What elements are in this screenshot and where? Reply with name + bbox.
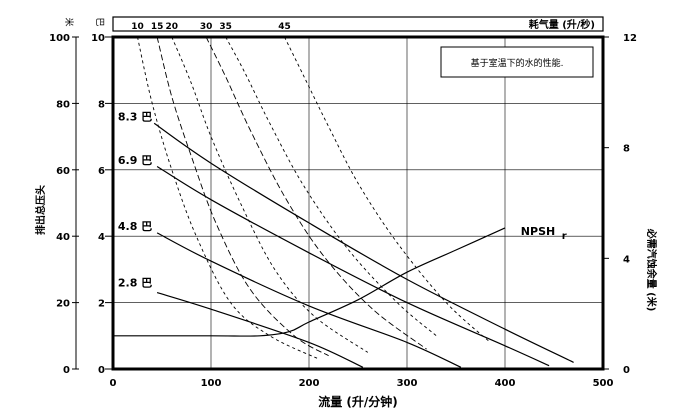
meter-tick-label: 40 — [56, 232, 70, 243]
bar-tick-label: 0 — [98, 365, 105, 376]
npsh-tick-label: 8 — [623, 144, 630, 155]
meter-tick-label: 60 — [56, 166, 70, 177]
pressure-curve — [156, 165, 550, 367]
pressure-curve — [156, 232, 462, 368]
bar-tick-label: 4 — [98, 232, 105, 243]
pressure-curve-label: 2.8 巴 — [118, 277, 152, 290]
meter-tick-label: 0 — [63, 365, 70, 376]
air-curve-label: 10 — [131, 22, 144, 32]
pressure-curve-label: 8.3 巴 — [118, 111, 152, 124]
pressure-curve — [156, 292, 364, 368]
npsh-tick-label: 4 — [623, 254, 630, 265]
pressure-curve-label: 6.9 巴 — [118, 154, 152, 167]
air-curve-label: 45 — [278, 22, 291, 32]
x-tick-label: 400 — [495, 378, 516, 389]
x-tick-label: 100 — [201, 378, 222, 389]
air-curve-35 — [225, 36, 437, 337]
x-axis-title: 流量 (升/分钟) — [318, 394, 398, 409]
x-tick-label: 0 — [110, 378, 117, 389]
npsh-tick-label: 12 — [623, 33, 637, 44]
npsh-tick-label: 0 — [623, 365, 630, 376]
y-axis-title-left: 排出总压头 — [34, 185, 47, 235]
npsh-curve-label: NPSH — [521, 225, 555, 238]
air-curve-10 — [137, 36, 319, 360]
pressure-curve-label: 4.8 巴 — [118, 220, 152, 233]
x-tick-label: 500 — [593, 378, 614, 389]
meter-tick-label: 20 — [56, 299, 70, 310]
pressure-curve — [153, 122, 574, 363]
bar-tick-label: 8 — [98, 99, 105, 110]
bar-tick-label: 2 — [98, 299, 105, 310]
x-tick-label: 200 — [299, 378, 320, 389]
bar-tick-label: 10 — [91, 33, 105, 44]
air-curve-label: 20 — [166, 22, 179, 32]
plot-frame — [111, 35, 605, 371]
unit-bar-label: 巴 — [94, 17, 105, 26]
top-axis-title: 耗气量 (升/秒) — [529, 18, 595, 31]
bar-tick-label: 6 — [98, 166, 105, 177]
air-curve-20 — [171, 36, 369, 353]
npsh-curve — [113, 227, 506, 337]
air-curve-label: 15 — [151, 22, 164, 32]
meter-tick-label: 80 — [56, 99, 70, 110]
note-text: 基于室温下的水的性能. — [471, 57, 564, 69]
air-curve-label: 35 — [219, 22, 232, 32]
air-curve-45 — [284, 36, 491, 343]
air-curve-30 — [205, 36, 427, 350]
note-box — [440, 46, 594, 78]
meter-tick-label: 100 — [49, 33, 70, 44]
air-curve-label: 30 — [200, 22, 213, 32]
npsh-curve-label-sub: r — [562, 231, 567, 242]
air-consumption-strip — [112, 16, 604, 32]
x-tick-label: 300 — [397, 378, 418, 389]
unit-meter-label: 米 — [63, 17, 75, 26]
air-curve-15 — [156, 36, 329, 357]
y-axis-title-right: 必需汽蚀余量 (米) — [645, 228, 658, 312]
